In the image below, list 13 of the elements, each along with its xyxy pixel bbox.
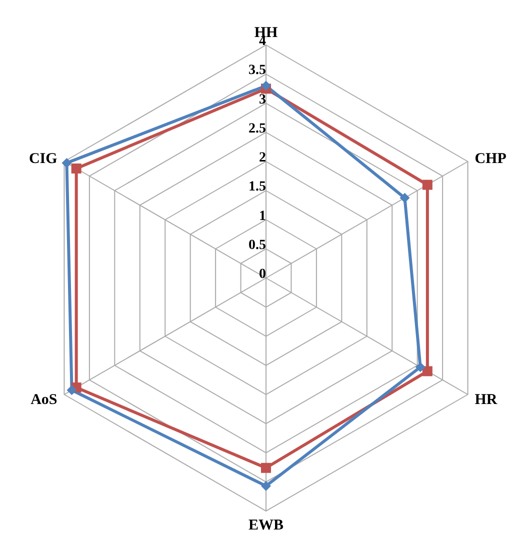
spoke-label: CIG <box>28 150 58 167</box>
y-tick-label: 1.5 <box>248 180 266 195</box>
y-tick-label: 2 <box>259 150 266 166</box>
y-tick-label: 1 <box>259 208 266 224</box>
y-tick-label: 3.5 <box>248 63 266 78</box>
spoke-label: AoS <box>30 392 58 408</box>
y-tick-label: 0.5 <box>248 238 266 253</box>
y-tick-label: 0 <box>259 267 266 282</box>
spoke-label: HR <box>474 392 498 408</box>
y-tick-label: 2.5 <box>248 121 266 136</box>
spoke-label: EWB <box>248 518 284 534</box>
y-tick-label: 3 <box>259 92 266 108</box>
spoke-label: CHP <box>474 150 506 167</box>
